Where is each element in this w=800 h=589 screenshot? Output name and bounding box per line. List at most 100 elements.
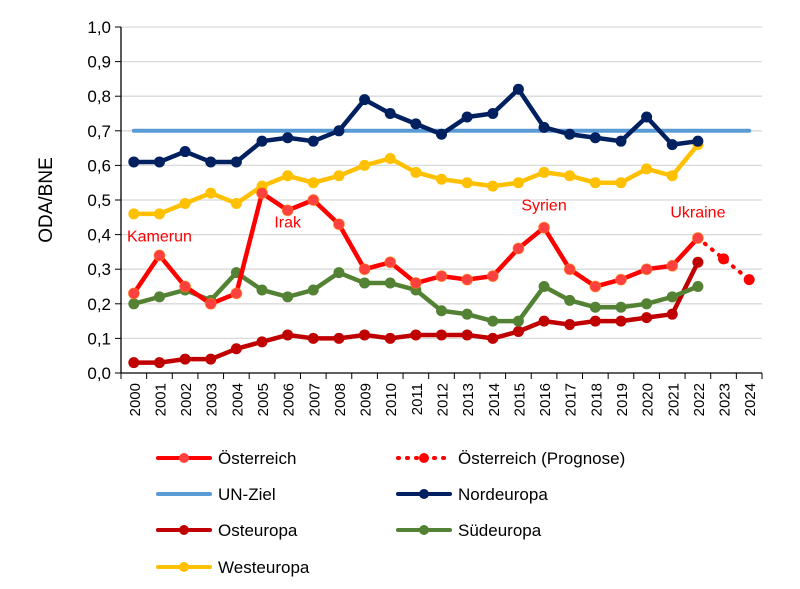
- series-westeuropa-point: [205, 187, 217, 199]
- series-österreich-point: [435, 270, 448, 283]
- x-tick-label: 2022: [691, 383, 708, 416]
- series-nordeuropa-point: [359, 94, 371, 106]
- series-südeuropa-point: [487, 315, 499, 327]
- series-nordeuropa-point: [641, 111, 653, 123]
- series-österreich-point: [384, 256, 397, 269]
- series-südeuropa-point: [564, 294, 576, 306]
- x-tick-label: 2013: [460, 383, 477, 416]
- series-österreich-point: [204, 297, 217, 310]
- legend-label: Österreich (Prognose): [458, 449, 625, 468]
- series-nordeuropa-point: [487, 108, 499, 119]
- series-österreich-point: [179, 280, 192, 293]
- series-westeuropa-line: [131, 142, 701, 217]
- series-osteuropa-point: [230, 343, 242, 355]
- x-tick-label: 2000: [127, 383, 144, 416]
- x-tick-label: 2017: [563, 383, 580, 416]
- legend-marker: [179, 453, 189, 463]
- x-tick-label: 2020: [640, 383, 657, 416]
- series-westeuropa-point: [153, 208, 165, 220]
- x-tick-label: 2012: [435, 383, 452, 416]
- series-lines: [127, 83, 755, 369]
- series-westeuropa-point: [179, 197, 191, 209]
- series-österreich-prognose-point: [743, 274, 755, 286]
- legend-marker: [419, 453, 429, 463]
- series-osteuropa-point: [359, 329, 371, 341]
- series-nordeuropa-point: [153, 156, 165, 168]
- series-osteuropa-point: [615, 315, 627, 327]
- x-tick-label: 2004: [229, 383, 246, 416]
- legend-marker: [179, 525, 189, 535]
- series-westeuropa-point: [282, 170, 294, 182]
- axes: 0,0 0,1 0,2 0,3 0,4 0,5 0,6 0,7 0,8 0,9 1,0 2000 200…: [87, 18, 763, 416]
- series-österreich-point: [691, 232, 704, 245]
- series-westeuropa-point: [589, 177, 601, 189]
- series-westeuropa-point: [641, 163, 653, 175]
- series-westeuropa-point: [333, 170, 345, 182]
- series-südeuropa-point: [641, 298, 653, 310]
- series-nordeuropa-point: [230, 156, 242, 168]
- series-osteuropa-point: [589, 315, 601, 327]
- legend-label: Südeuropa: [458, 521, 542, 540]
- x-tick-label: 2016: [537, 383, 554, 416]
- legend-item: Nordeuropa: [396, 485, 548, 504]
- series-nordeuropa-point: [410, 118, 422, 130]
- series-nordeuropa-point: [436, 128, 447, 140]
- series-westeuropa-point: [564, 170, 576, 182]
- legend-item: Österreich (Prognose): [396, 449, 625, 468]
- series-westeuropa-point: [410, 166, 422, 178]
- series-südeuropa-point: [692, 281, 704, 292]
- series-südeuropa-point: [282, 291, 294, 303]
- series-osteuropa-point: [538, 315, 550, 327]
- series-nordeuropa-point: [333, 125, 345, 137]
- series-südeuropa-point: [666, 291, 678, 303]
- legend-label: Nordeuropa: [458, 485, 548, 504]
- series-österreich-point: [563, 263, 576, 276]
- y-tick-label: 0,2: [87, 295, 111, 314]
- series-osteuropa-point: [692, 256, 704, 268]
- series-südeuropa-point: [436, 305, 447, 317]
- series-südeuropa-point: [384, 277, 396, 289]
- series-nordeuropa-point: [512, 83, 524, 95]
- series-südeuropa-point: [256, 284, 268, 296]
- legend-label: UN-Ziel: [218, 485, 276, 504]
- legend-label: Westeuropa: [218, 558, 310, 577]
- x-tick-label: 2019: [614, 383, 631, 416]
- series-südeuropa-point: [359, 277, 371, 289]
- series-nordeuropa-point: [128, 156, 140, 168]
- x-tick-label: 2024: [742, 383, 759, 416]
- series-österreich-point: [409, 277, 422, 290]
- series-südeuropa-point: [538, 281, 550, 292]
- x-tick-label: 2006: [281, 383, 298, 416]
- series-osteuropa-point: [333, 332, 345, 344]
- legend-item: Österreich: [156, 449, 296, 468]
- annotation-label: Kamerun: [127, 229, 192, 246]
- series-osteuropa-point: [256, 336, 268, 348]
- series-südeuropa-point: [589, 301, 601, 313]
- x-tick-label: 2023: [717, 383, 734, 416]
- series-osteuropa-point: [666, 308, 678, 320]
- x-tick-label: 2014: [486, 383, 503, 416]
- legend-marker: [179, 562, 189, 572]
- series-westeuropa-point: [487, 180, 499, 192]
- x-tick-label: 2021: [665, 383, 682, 416]
- series-österreich-point: [332, 218, 345, 231]
- series-südeuropa-point: [153, 291, 165, 303]
- series-osteuropa-point: [282, 329, 294, 341]
- y-tick-label: 0,7: [87, 122, 111, 141]
- series-österreich-prognose-line: [695, 236, 752, 282]
- series-österreich-point: [358, 263, 371, 276]
- series-osteuropa-point: [205, 353, 217, 365]
- series-südeuropa-point: [615, 301, 627, 313]
- series-österreich-point: [230, 287, 243, 300]
- legend-label: Österreich: [218, 449, 296, 468]
- y-tick-label: 0,5: [87, 191, 111, 210]
- legend-label: Osteuropa: [218, 521, 298, 540]
- annotation-label: Ukraine: [670, 204, 725, 221]
- series-nordeuropa-point: [179, 146, 191, 158]
- series-osteuropa-point: [179, 353, 191, 365]
- series-westeuropa-point: [615, 177, 627, 189]
- series-österreich-point: [512, 242, 525, 255]
- series-nordeuropa-point: [282, 132, 294, 144]
